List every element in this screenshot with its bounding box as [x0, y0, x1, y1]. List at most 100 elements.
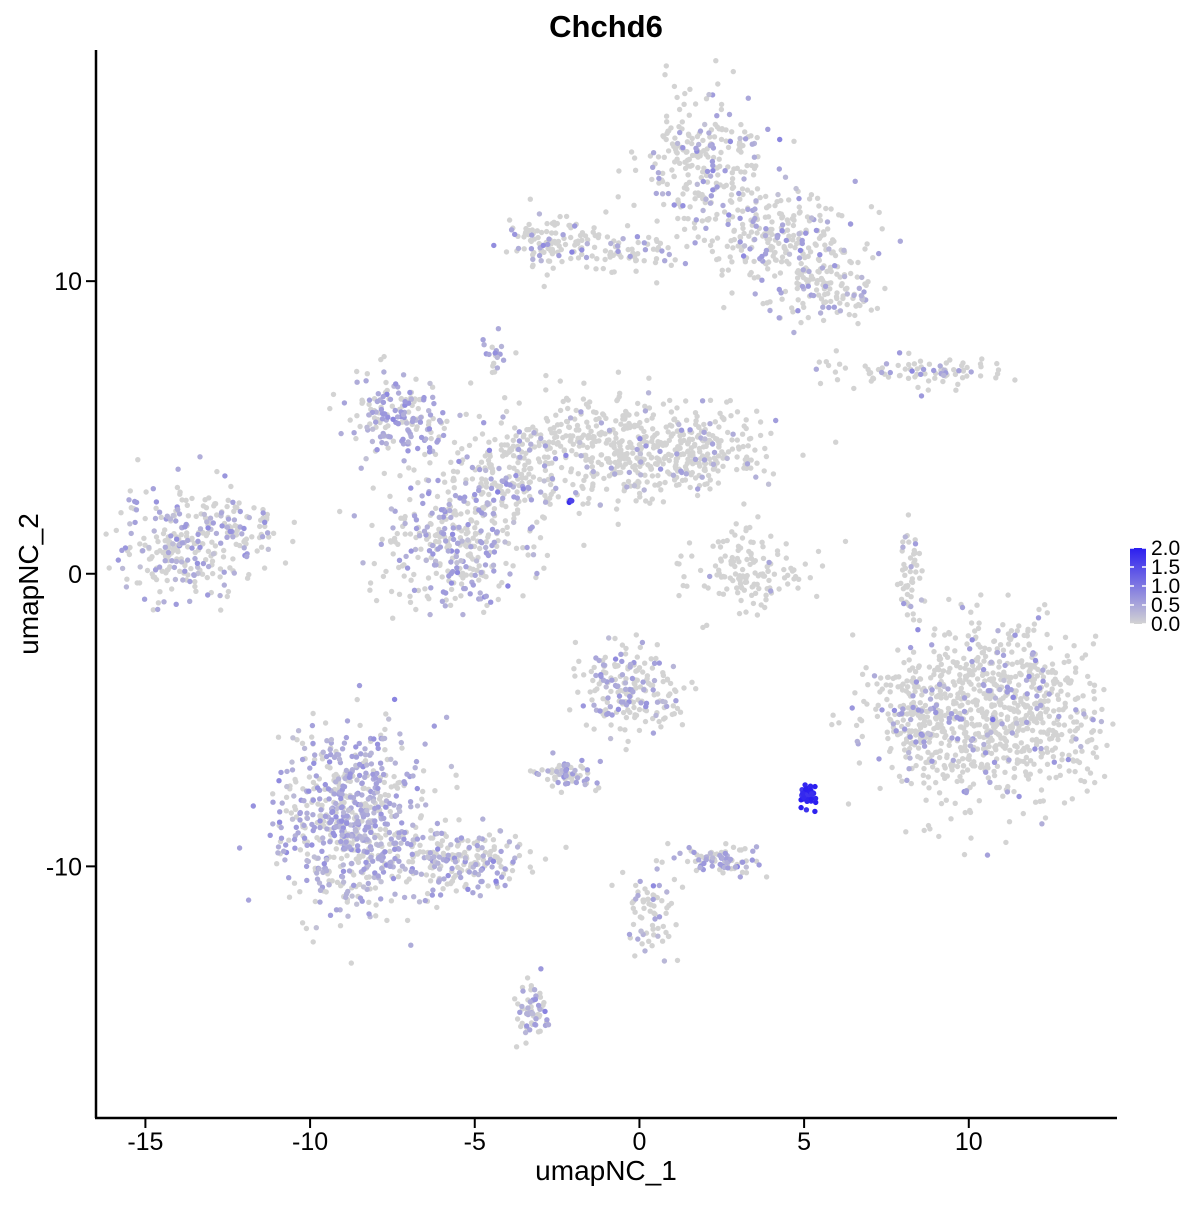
cell-point [452, 595, 458, 602]
cell-point [513, 433, 519, 439]
cell-point [633, 268, 639, 274]
cell-point [927, 696, 934, 702]
cell-point [498, 864, 504, 870]
cell-point [892, 711, 898, 718]
cell-point [515, 1001, 521, 1007]
cell-point [994, 360, 1000, 367]
cell-point [551, 449, 558, 456]
cell-point [623, 686, 629, 692]
cell-point [956, 368, 962, 374]
cell-point [707, 142, 713, 149]
cell-point [478, 528, 484, 534]
cell-point [152, 567, 159, 573]
cell-point [319, 848, 325, 854]
cell-point [1014, 659, 1020, 666]
cell-point [695, 164, 701, 171]
cell-point [339, 791, 345, 797]
cell-point [602, 654, 608, 660]
cell-point [964, 641, 970, 647]
cell-point [616, 440, 622, 446]
cell-point [754, 408, 760, 414]
cell-point [346, 844, 353, 850]
cell-point [779, 222, 786, 228]
cell-point [371, 560, 377, 567]
cell-point [702, 121, 708, 128]
cell-point [1051, 759, 1058, 765]
cell-point [1035, 713, 1042, 719]
cell-point [314, 785, 321, 791]
cell-point [225, 497, 231, 503]
cell-point [1056, 722, 1062, 728]
cell-point [790, 309, 796, 315]
cell-point [205, 592, 211, 598]
cell-point [805, 283, 811, 289]
cell-point [687, 86, 693, 93]
cell-point [297, 847, 304, 853]
cell-point [197, 544, 203, 551]
cell-point [655, 691, 661, 697]
cell-point [649, 415, 655, 421]
cell-point [173, 558, 180, 565]
cell-point [798, 319, 804, 326]
cell-point [661, 455, 667, 462]
cell-point [635, 239, 641, 246]
cell-point [369, 438, 376, 445]
cell-point [692, 101, 699, 107]
cell-point [632, 953, 638, 959]
cell-point [304, 877, 310, 884]
cell-point [596, 681, 602, 687]
cell-point [479, 845, 485, 851]
cell-point [689, 679, 695, 685]
cell-point [126, 497, 132, 503]
cell-point [327, 839, 333, 845]
cell-point [968, 737, 975, 744]
cell-point [750, 172, 757, 178]
cell-point [483, 484, 490, 490]
cell-point [663, 63, 669, 69]
cell-point [627, 439, 633, 446]
cell-point [694, 492, 701, 499]
cell-point [374, 741, 381, 747]
cell-point [412, 765, 418, 771]
cell-point [388, 836, 394, 842]
cell-point [536, 211, 543, 217]
cell-point [486, 351, 492, 358]
cell-point [401, 779, 407, 785]
cell-point [825, 362, 832, 369]
cell-point [371, 736, 377, 742]
cell-point [914, 371, 920, 378]
cell-point [184, 502, 190, 508]
cell-point [357, 423, 363, 430]
cell-point [379, 800, 385, 806]
cell-point [796, 195, 802, 202]
cell-point [944, 754, 950, 761]
cell-point [661, 201, 667, 208]
cell-point [531, 544, 537, 550]
cell-point [364, 836, 370, 843]
cell-point [768, 430, 774, 436]
cell-point [683, 149, 689, 155]
cell-point [541, 999, 547, 1006]
cell-point [421, 394, 427, 401]
cell-point [337, 508, 343, 515]
cell-point [913, 569, 919, 575]
cell-point [895, 647, 901, 653]
cell-point [156, 564, 163, 570]
cell-point [249, 534, 255, 540]
cell-point [284, 768, 290, 775]
cell-point [160, 530, 167, 537]
cell-point [589, 253, 595, 259]
cell-point [1033, 700, 1039, 706]
cell-point [321, 861, 327, 867]
cell-point [583, 254, 590, 261]
cell-point [530, 262, 536, 268]
cell-point [440, 432, 447, 439]
cell-point [427, 611, 433, 618]
cell-point [478, 867, 484, 873]
cell-point [500, 495, 506, 501]
cell-point [815, 256, 822, 262]
cell-point [817, 212, 823, 219]
cell-point [286, 875, 292, 881]
cell-point [468, 544, 474, 550]
cell-point [1005, 592, 1011, 598]
